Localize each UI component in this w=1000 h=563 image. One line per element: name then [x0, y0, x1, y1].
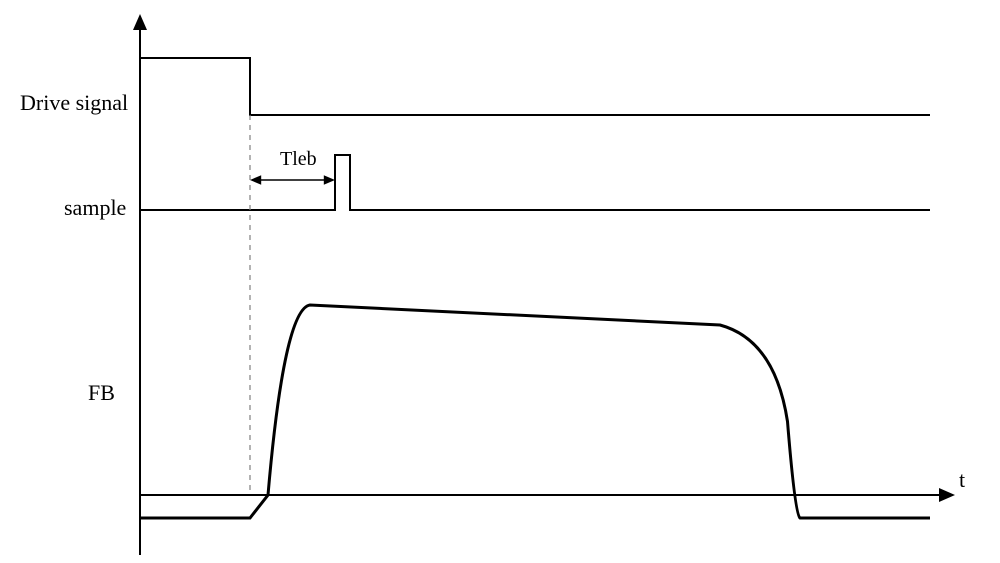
tleb-arrow-right	[324, 175, 335, 185]
fb-waveform	[140, 305, 930, 518]
drive-signal-label: Drive signal	[20, 90, 128, 115]
x-axis-arrow	[939, 488, 955, 502]
fb-label: FB	[88, 380, 115, 405]
tleb-label: Tleb	[280, 148, 317, 170]
x-axis-label: t	[959, 467, 965, 492]
drive-signal-waveform	[140, 58, 930, 115]
y-axis-arrow	[133, 14, 147, 30]
tleb-arrow-left	[250, 175, 261, 185]
sample-signal-label: sample	[64, 195, 126, 220]
